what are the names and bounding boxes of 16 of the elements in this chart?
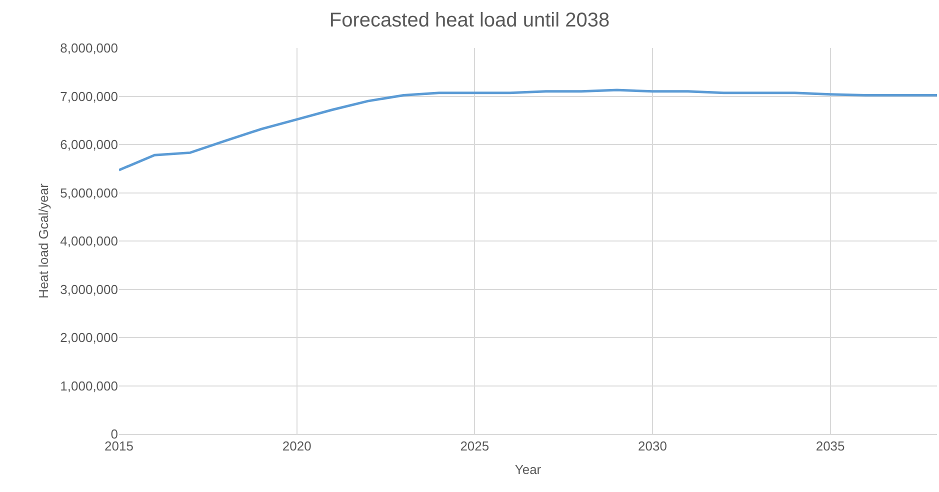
y-tick-label: 2,000,000 (60, 330, 118, 346)
y-tick-label: 1,000,000 (60, 378, 118, 394)
chart-title: Forecasted heat load until 2038 (329, 9, 610, 32)
y-tick-label: 5,000,000 (60, 185, 118, 200)
y-tick-label: 3,000,000 (60, 282, 118, 297)
x-axis-title: Year (514, 462, 542, 478)
line-series (119, 88, 937, 172)
y-tick-label: 8,000,000 (60, 40, 118, 56)
y-tick-label: 4,000,000 (60, 234, 118, 249)
x-tick-label: 2030 (638, 438, 667, 454)
y-tick-label: 7,000,000 (60, 88, 118, 104)
x-tick-label: 2025 (460, 438, 490, 454)
y-tick-label: 6,000,000 (60, 137, 118, 152)
y-axis-title: Heat load Gcal/year (36, 182, 52, 298)
x-tick-label: 2020 (282, 438, 312, 454)
x-tick-label: 2035 (816, 438, 845, 454)
